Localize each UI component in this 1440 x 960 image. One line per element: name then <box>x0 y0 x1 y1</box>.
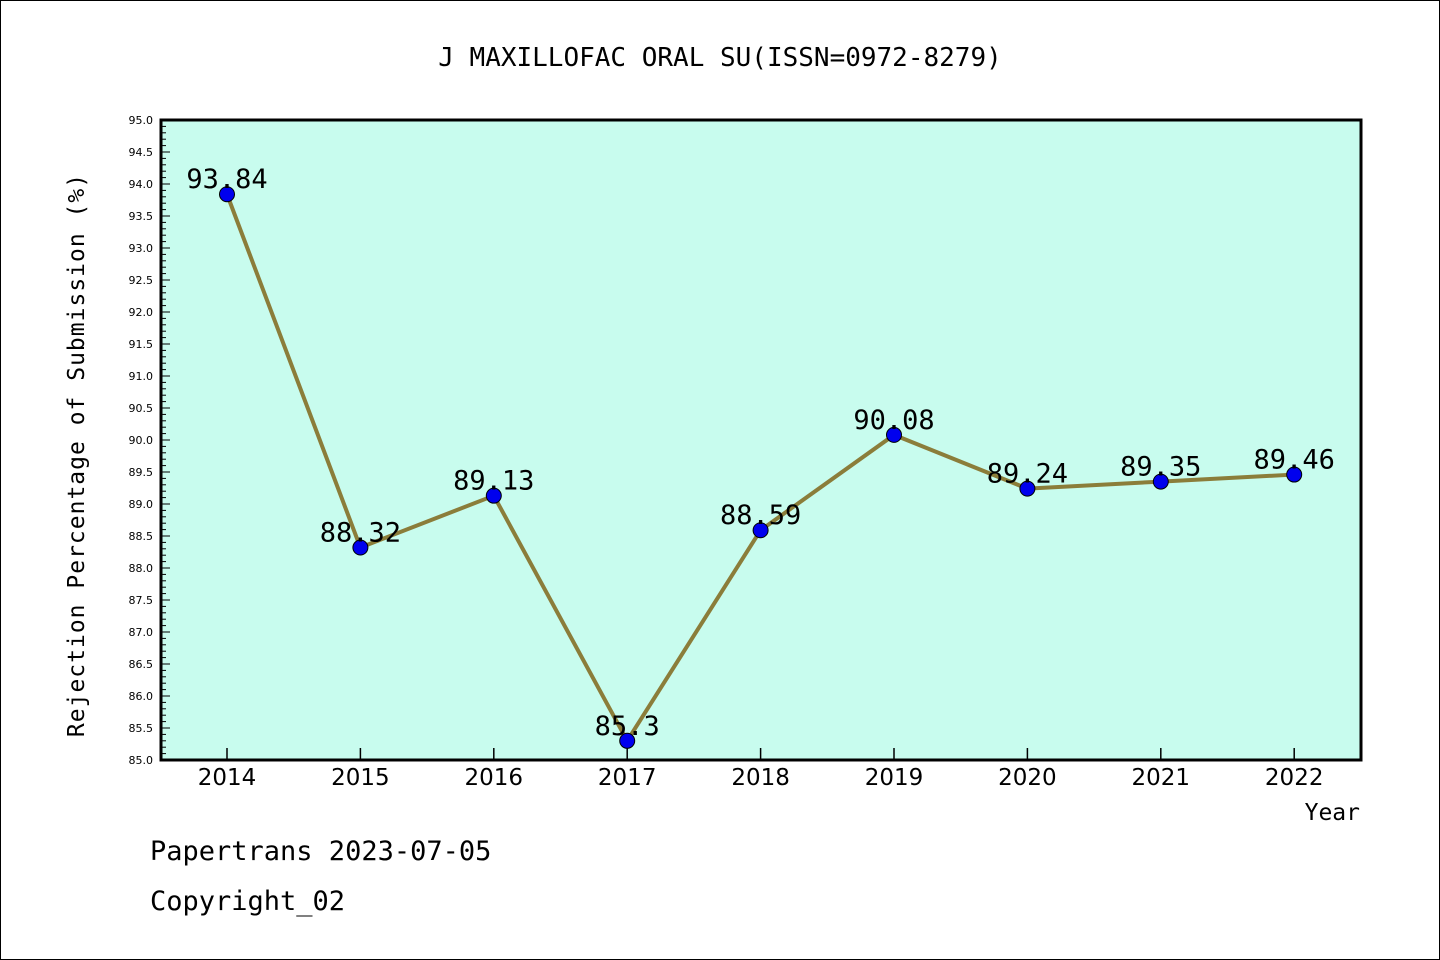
data-label: 89.35 <box>1120 452 1201 483</box>
data-point <box>1152 473 1169 490</box>
footer-copyright: Copyright_02 <box>150 886 346 917</box>
x-tick-label: 2016 <box>465 765 524 791</box>
data-label: 89.46 <box>1254 445 1335 476</box>
y-tick-label: 92.5 <box>129 274 154 287</box>
data-label: 88.59 <box>720 500 801 531</box>
x-tick-label: 2018 <box>731 765 790 791</box>
x-tick-label: 2021 <box>1132 765 1191 791</box>
data-label: 89.13 <box>453 466 534 497</box>
x-axis: 2014 2015 2016 2017 2018 2019 2020 2021 2022 <box>198 748 1324 791</box>
data-point <box>485 487 502 504</box>
data-point <box>886 426 902 443</box>
series-layer: 93.84 88.32 89.13 85.3 88.59 90.08 89.24 89.35 8… <box>186 164 1335 749</box>
y-tick-label: 89.0 <box>129 498 154 511</box>
y-tick-label: 88.0 <box>129 562 154 575</box>
data-point <box>219 186 235 203</box>
x-axis-label: Year <box>1305 800 1360 826</box>
y-tick-label: 88.5 <box>129 530 154 543</box>
plot-area <box>159 118 1363 762</box>
data-point <box>352 539 369 556</box>
y-tick-label: 92.0 <box>129 306 154 319</box>
y-tick-label: 86.0 <box>129 690 154 703</box>
data-label: 85.3 <box>595 711 660 742</box>
y-tick-label: 91.5 <box>129 338 154 351</box>
y-tick-label: 89.5 <box>129 466 154 479</box>
y-tick-label: 91.0 <box>129 370 154 383</box>
y-axis-label: Rejection Percentage of Submission (%) <box>64 173 90 737</box>
x-tick-label: 2017 <box>598 765 657 791</box>
data-label: 88.32 <box>320 518 401 549</box>
y-tick-label: 90.0 <box>129 434 154 447</box>
y-tick-label: 93.0 <box>129 242 154 255</box>
footer-date: Papertrans 2023-07-05 <box>150 836 492 867</box>
data-point <box>619 732 636 749</box>
x-tick-label: 2015 <box>331 765 390 791</box>
data-label: 93.84 <box>186 164 267 195</box>
y-tick-label: 94.5 <box>129 146 154 159</box>
y-tick-label: 94.0 <box>129 178 154 191</box>
y-tick-label: 87.0 <box>129 626 154 639</box>
y-tick-label: 86.5 <box>129 658 154 671</box>
y-tick-label: 85.5 <box>129 722 154 735</box>
x-tick-label: 2020 <box>998 765 1057 791</box>
data-point <box>1286 466 1303 483</box>
y-axis: 85.0 85.5 86.0 86.5 87.0 87.5 88.0 88.5 89.0 89.5… <box>129 114 170 767</box>
chart-title: J MAXILLOFAC ORAL SU(ISSN=0972-8279) <box>438 43 1002 73</box>
data-point <box>1019 480 1036 497</box>
data-label: 89.24 <box>987 459 1068 490</box>
data-point <box>752 522 769 539</box>
x-tick-label: 2019 <box>865 765 924 791</box>
y-tick-label: 85.0 <box>129 754 154 767</box>
y-tick-label: 87.5 <box>129 594 154 607</box>
x-tick-label: 2022 <box>1265 765 1324 791</box>
x-tick-label: 2014 <box>198 765 257 791</box>
y-tick-label: 90.5 <box>129 402 154 415</box>
data-label: 90.08 <box>853 405 934 436</box>
y-tick-label: 95.0 <box>129 114 154 127</box>
y-tick-label: 93.5 <box>129 210 154 223</box>
